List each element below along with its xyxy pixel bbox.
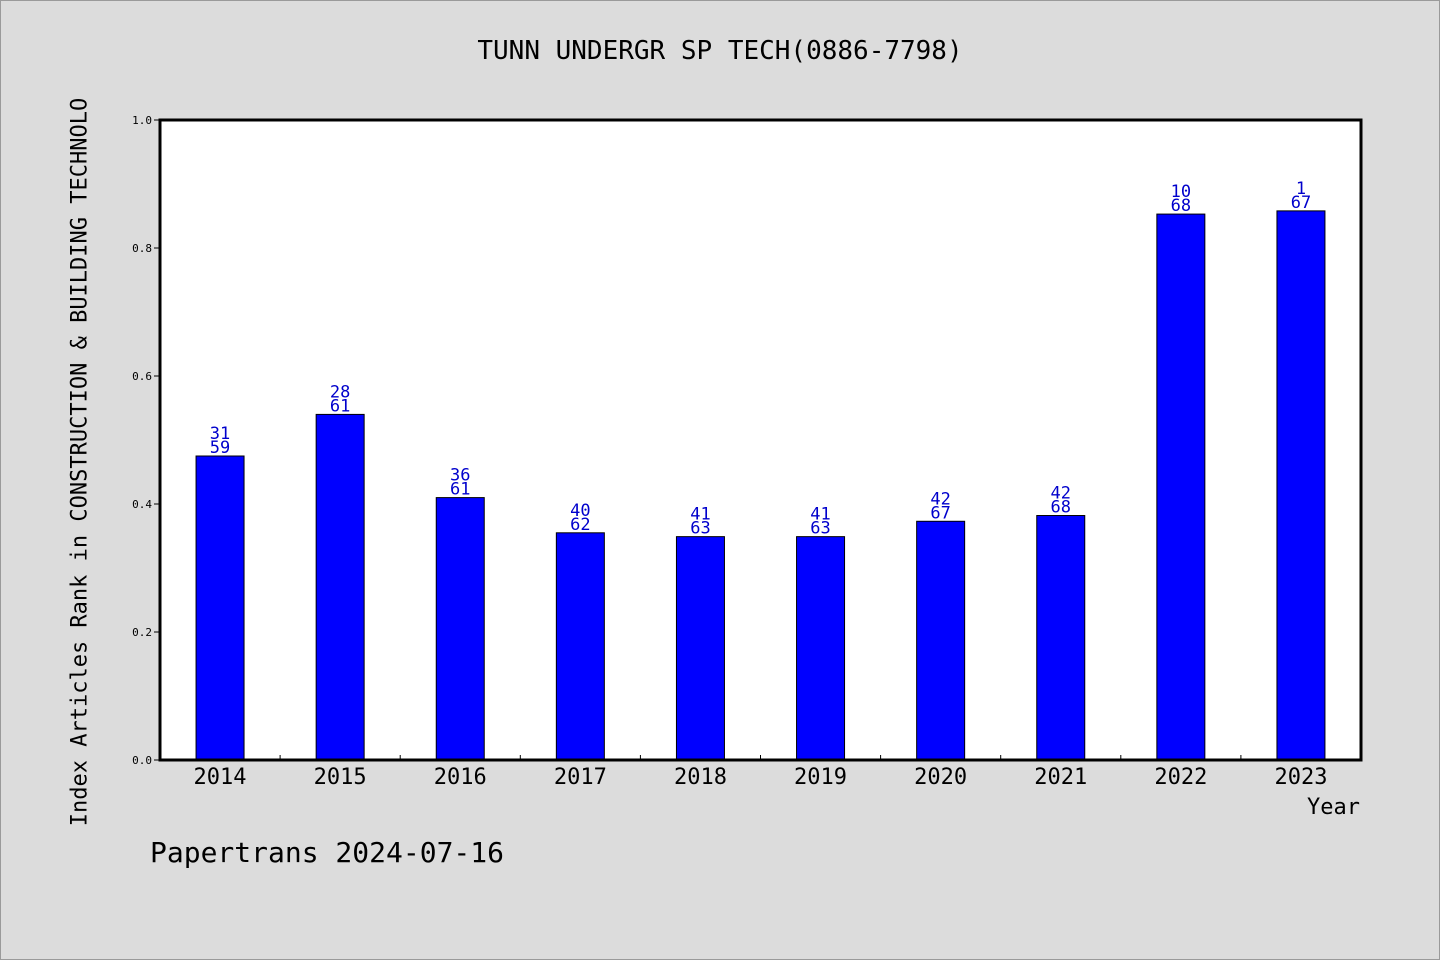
- bar-label-top: 28: [330, 382, 350, 402]
- chart-title: TUNN UNDERGR SP TECH(0886-7798): [477, 36, 963, 66]
- bar: [796, 536, 846, 761]
- bar-label-top: 31: [210, 424, 230, 444]
- x-axis-label: Year: [1307, 795, 1360, 820]
- bar: [315, 413, 365, 761]
- y-tick-label: 1.0: [132, 114, 152, 127]
- x-tick-label: 2022: [1154, 765, 1207, 790]
- bar-label-top: 36: [450, 466, 470, 486]
- bar-label-top: 10: [1171, 182, 1191, 202]
- x-tick-label: 2021: [1034, 765, 1087, 790]
- y-tick-label: 0.8: [132, 242, 152, 255]
- bar-label-top: 42: [1051, 484, 1071, 504]
- y-tick-label: 0.4: [132, 498, 152, 511]
- y-tick-label: 0.6: [132, 370, 152, 383]
- bar: [1276, 210, 1326, 761]
- bar: [675, 536, 725, 761]
- bar-label-top: 1: [1296, 179, 1306, 199]
- bar-label-bottom: 61: [330, 396, 350, 416]
- x-tick-label: 2015: [314, 765, 367, 790]
- footer-credit: Papertrans 2024-07-16: [150, 836, 505, 869]
- y-tick-label: 0.0: [132, 754, 152, 767]
- bar-label-bottom: 67: [1291, 193, 1311, 213]
- bar: [195, 455, 245, 761]
- bar-label-bottom: 63: [690, 519, 710, 539]
- bar: [435, 497, 485, 761]
- bar-label-bottom: 63: [810, 519, 830, 539]
- bar-label-bottom: 62: [570, 515, 590, 535]
- x-tick-label: 2023: [1274, 765, 1327, 790]
- bar-label-bottom: 68: [1051, 498, 1071, 518]
- bar-label-top: 40: [570, 501, 590, 521]
- bar-label-bottom: 59: [210, 438, 230, 458]
- x-tick-label: 2016: [434, 765, 487, 790]
- y-tick-label: 0.2: [132, 626, 152, 639]
- bar-label-top: 41: [810, 505, 830, 525]
- x-tick-label: 2019: [794, 765, 847, 790]
- x-tick-label: 2017: [554, 765, 607, 790]
- x-tick-label: 2014: [194, 765, 247, 790]
- x-tick-label: 2020: [914, 765, 967, 790]
- bar: [1156, 213, 1206, 761]
- bar-label-bottom: 61: [450, 480, 470, 500]
- bar-label-bottom: 67: [930, 503, 950, 523]
- bar: [916, 520, 966, 761]
- bar-label-top: 41: [690, 505, 710, 525]
- bar-label-top: 42: [930, 489, 950, 509]
- plot-border: [158, 118, 1363, 762]
- x-tick-label: 2018: [674, 765, 727, 790]
- bar: [555, 532, 605, 761]
- bar-label-bottom: 68: [1171, 196, 1191, 216]
- bar: [1036, 515, 1086, 761]
